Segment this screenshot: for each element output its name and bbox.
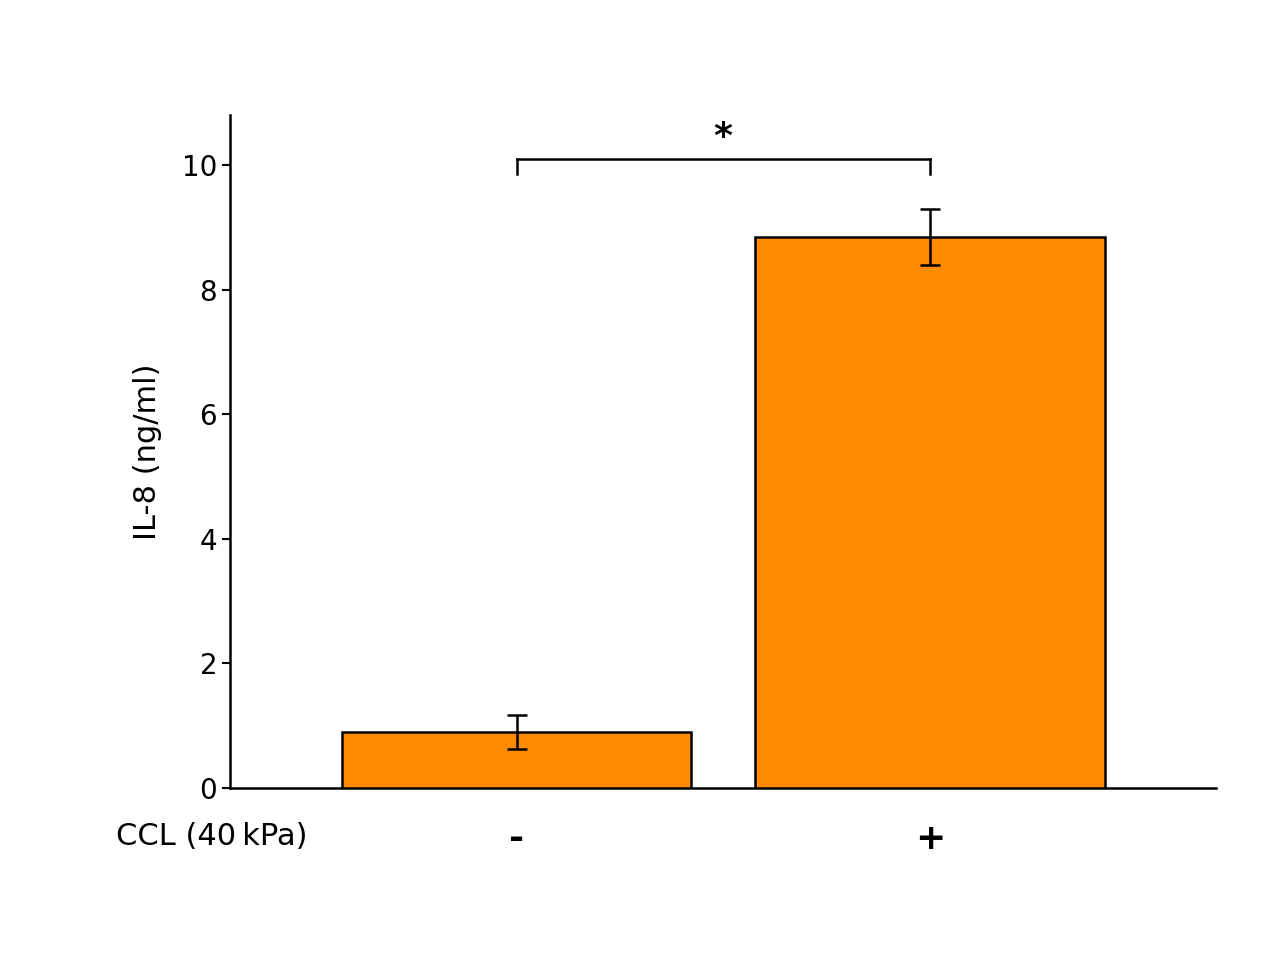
Y-axis label: IL-8 (ng/ml): IL-8 (ng/ml) bbox=[133, 363, 163, 540]
Text: +: + bbox=[915, 823, 945, 856]
Text: *: * bbox=[714, 120, 732, 154]
Bar bbox=[755, 236, 1105, 788]
Bar bbox=[342, 732, 691, 788]
Text: CCL (40 kPa): CCL (40 kPa) bbox=[116, 823, 307, 851]
Text: -: - bbox=[509, 823, 524, 856]
